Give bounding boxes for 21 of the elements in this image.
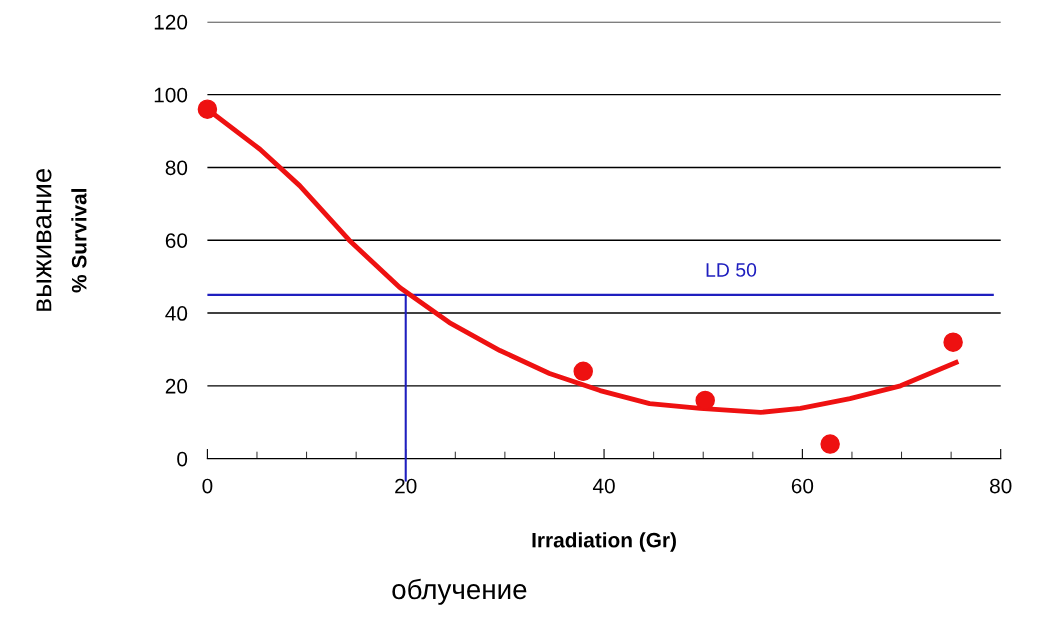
y-axis-title: % Survival (71, 189, 87, 293)
point (943, 332, 963, 352)
y-tick-label: 20 (165, 378, 188, 394)
y-tick-label: 0 (177, 451, 188, 467)
y-tick-label: 120 (154, 14, 188, 30)
ref-line-label: LD 50 (706, 263, 757, 277)
x-axis-title: Irradiation (Gr) (532, 532, 676, 552)
x-tick-label: 0 (202, 478, 213, 494)
text: облучение (392, 578, 527, 605)
x-tick-label: 20 (395, 478, 417, 494)
y-tick-label: 80 (165, 160, 188, 176)
x-tick-label: 40 (592, 478, 615, 494)
x-tick-label: 80 (990, 478, 1012, 494)
point (197, 99, 218, 119)
y-tick-label: 100 (154, 87, 188, 103)
point (573, 361, 593, 382)
text: выживание (36, 168, 52, 311)
y-tick-label: 60 (165, 233, 188, 248)
x-tick-label: 60 (791, 478, 814, 494)
point (820, 434, 840, 454)
y-tick-label: 40 (165, 306, 188, 321)
